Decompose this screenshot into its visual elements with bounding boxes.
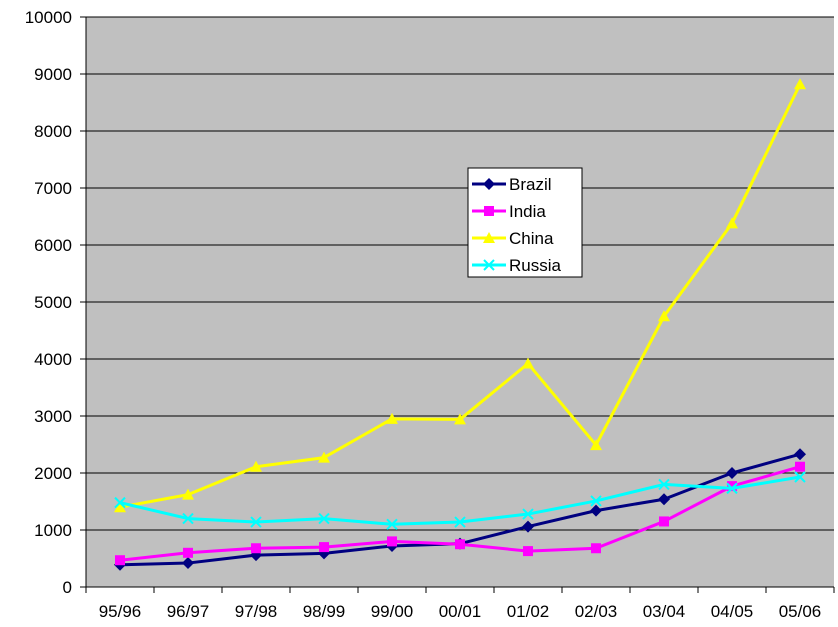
data-point-russia	[114, 496, 126, 509]
y-tick-label: 2000	[34, 464, 72, 483]
data-point-china	[590, 439, 602, 451]
legend-item-india: India	[472, 202, 546, 221]
series-layer	[114, 78, 806, 571]
data-point-china	[386, 412, 398, 424]
x-tick-label: 96/97	[167, 602, 210, 621]
legend-label-russia: Russia	[509, 256, 562, 275]
data-point-russia	[726, 482, 738, 495]
data-point-india	[727, 481, 737, 492]
legend-marker-india	[484, 206, 494, 216]
data-point-brazil	[590, 504, 602, 517]
data-point-india	[455, 539, 465, 550]
data-point-china	[522, 357, 534, 369]
data-point-russia	[590, 495, 602, 507]
data-point-china	[182, 488, 194, 500]
x-tick-label: 97/98	[235, 602, 278, 621]
x-tick-label: 00/01	[439, 602, 482, 621]
data-point-russia	[318, 512, 330, 525]
x-tick-label: 05/06	[779, 602, 822, 621]
y-tick-label: 6000	[34, 236, 72, 255]
data-point-china	[726, 217, 738, 229]
data-point-india	[251, 543, 261, 554]
data-point-china	[250, 460, 262, 472]
y-tick-label: 9000	[34, 65, 72, 84]
data-point-russia	[794, 471, 806, 483]
x-tick-label: 95/96	[99, 602, 142, 621]
data-point-russia	[658, 478, 670, 491]
data-point-russia	[386, 518, 398, 531]
data-point-russia	[522, 508, 534, 520]
x-tick-label: 03/04	[643, 602, 686, 621]
data-point-russia	[250, 516, 262, 528]
data-point-brazil	[794, 448, 806, 461]
y-tick-label: 1000	[34, 521, 72, 540]
y-tick-label: 7000	[34, 179, 72, 198]
legend-marker-china	[483, 232, 495, 243]
data-point-india	[183, 547, 193, 558]
y-tick-label: 8000	[34, 122, 72, 141]
x-tick-label: 99/00	[371, 602, 414, 621]
legend-item-russia: Russia	[472, 256, 562, 275]
legend-marker-brazil	[483, 178, 495, 190]
legend-label-india: India	[509, 202, 546, 221]
y-tick-label: 4000	[34, 350, 72, 369]
legend: Brazil India China Russia	[467, 167, 583, 278]
data-point-india	[387, 536, 397, 547]
data-point-india	[319, 542, 329, 553]
x-tick-label: 04/05	[711, 602, 754, 621]
legend-item-china: China	[472, 229, 554, 248]
y-tick-label: 0	[63, 578, 72, 597]
x-tick-label: 98/99	[303, 602, 346, 621]
series-china	[114, 78, 806, 513]
data-point-russia	[182, 512, 194, 525]
legend-label-brazil: Brazil	[509, 175, 552, 194]
y-tick-label: 5000	[34, 293, 72, 312]
y-tick-label: 10000	[25, 8, 72, 27]
data-point-brazil	[726, 467, 738, 479]
x-tick-label: 02/03	[575, 602, 618, 621]
data-point-china	[318, 451, 330, 463]
data-point-india	[795, 461, 805, 472]
legend-marker-russia	[483, 259, 495, 271]
data-point-india	[591, 543, 601, 554]
data-point-brazil	[182, 557, 194, 570]
legend-item-brazil: Brazil	[472, 175, 552, 194]
series-india	[115, 461, 805, 566]
series-russia	[114, 471, 806, 531]
legend-label-china: China	[509, 229, 554, 248]
x-tick-labels: 95/96 96/97 97/98 98/99 99/00 00/01 01/02 02/03…	[99, 602, 822, 621]
data-point-brazil	[522, 520, 534, 533]
data-point-china	[794, 78, 806, 90]
data-point-india	[659, 516, 669, 527]
data-point-china	[114, 501, 126, 513]
x-tick-label: 01/02	[507, 602, 550, 621]
data-point-india	[523, 546, 533, 557]
data-point-china	[454, 413, 466, 425]
data-point-india	[115, 555, 125, 566]
data-point-russia	[454, 516, 466, 528]
y-tick-labels: 0 1000 2000 3000 4000 5000 6000 7000 8000 9000 100…	[25, 8, 72, 597]
y-tick-label: 3000	[34, 407, 72, 426]
data-point-china	[658, 310, 670, 322]
axes	[80, 16, 835, 593]
data-point-brazil	[658, 493, 670, 506]
